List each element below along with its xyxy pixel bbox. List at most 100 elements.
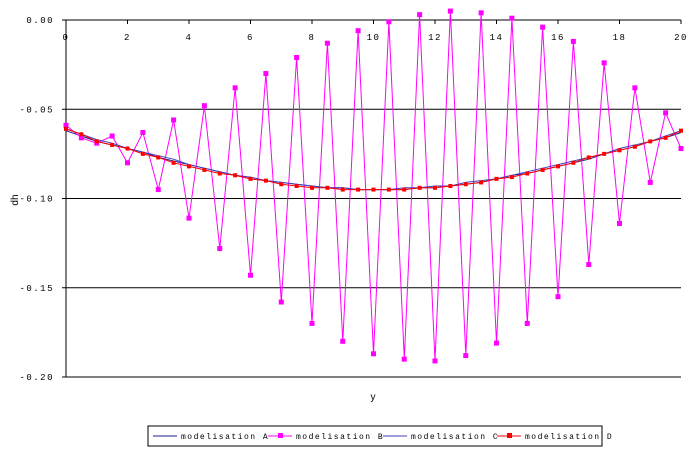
series-2-point-17 — [324, 40, 330, 46]
series-4-point-7 — [171, 160, 176, 165]
series-2-point-31 — [540, 24, 546, 30]
series-2-point-10 — [217, 245, 223, 251]
series-2-point-29 — [509, 15, 515, 21]
series-2-point-19 — [355, 28, 361, 34]
series-4-point-17 — [325, 185, 330, 190]
series-4-point-28 — [494, 176, 499, 181]
series-4-point-32 — [556, 164, 560, 169]
legend-label-2: modelisation B — [296, 433, 384, 442]
series-2-point-6 — [155, 187, 161, 193]
x-tick-label-4: 8 — [309, 33, 316, 43]
series-2-point-38 — [647, 179, 653, 185]
series-4-point-23 — [417, 185, 422, 190]
series-4-point-10 — [217, 171, 222, 176]
series-2-point-1 — [78, 135, 84, 141]
series-2-point-7 — [171, 117, 177, 123]
series-2-point-13 — [263, 71, 269, 77]
series-4-point-9 — [202, 167, 207, 172]
series-4-point-16 — [310, 185, 314, 190]
series-2-point-11 — [232, 85, 238, 91]
series-2-point-24 — [432, 358, 438, 364]
series-4-point-34 — [586, 155, 591, 160]
series-2-point-22 — [401, 356, 407, 362]
x-tick-label-10: 20 — [674, 33, 688, 43]
x-tick-label-0: 0 — [63, 33, 70, 43]
series-4-point-21 — [386, 187, 391, 192]
series-4-point-25 — [448, 184, 453, 189]
y-axis-label: dh — [10, 194, 21, 205]
series-2-point-23 — [417, 12, 423, 18]
series-4-point-33 — [571, 160, 576, 165]
y-tick-label-4: -0.20 — [19, 373, 54, 383]
series-4-point-15 — [294, 184, 299, 189]
series-4-point-5 — [140, 151, 145, 156]
y-tick-label-3: -0.15 — [19, 284, 54, 294]
x-tick-label-7: 14 — [490, 33, 504, 43]
y-tick-label-0: 0.00 — [26, 16, 54, 26]
y-tick-label-2: -0.10 — [19, 195, 54, 205]
axes — [62, 19, 682, 378]
series-4-point-37 — [632, 144, 637, 149]
legend-label-1: modelisation A — [181, 433, 269, 442]
series-4-point-0 — [64, 126, 68, 131]
series-2-point-14 — [278, 299, 284, 305]
series-2-point-5 — [140, 129, 146, 135]
x-axis-label: y — [371, 392, 376, 403]
series-2-point-35 — [601, 60, 607, 66]
series-4-point-31 — [540, 167, 545, 172]
series-4-point-18 — [340, 187, 345, 192]
series-2-point-30 — [524, 320, 530, 326]
series-2-point-0 — [63, 122, 69, 128]
series-2-point-32 — [555, 294, 561, 300]
legend-swatch-marker-2 — [278, 433, 283, 438]
series-2-point-21 — [386, 19, 392, 25]
series-4-point-38 — [648, 139, 653, 144]
series-4-point-35 — [602, 151, 607, 156]
series-2-point-33 — [570, 38, 576, 44]
x-tick-label-2: 4 — [186, 33, 193, 43]
series-2-point-26 — [463, 353, 469, 359]
series-4-point-13 — [263, 178, 268, 183]
y-tick-label-1: -0.05 — [19, 105, 54, 115]
series-4-point-24 — [433, 185, 437, 190]
series-2-point-40 — [678, 146, 684, 152]
series-4-point-12 — [248, 176, 253, 181]
series-4-point-29 — [509, 175, 514, 180]
series-2-point-20 — [371, 351, 376, 357]
x-tick-label-6: 12 — [428, 33, 442, 43]
series-4-point-6 — [156, 155, 161, 160]
series-4-point-8 — [187, 164, 191, 169]
series-4-point-36 — [617, 148, 622, 153]
series-4-point-4 — [125, 146, 130, 151]
series-4 — [64, 126, 683, 192]
legend: modelisation A modelisation B modelisation… — [147, 425, 613, 447]
series-4-point-39 — [663, 135, 668, 140]
x-tick-label-5: 10 — [367, 33, 381, 43]
series-2-point-34 — [586, 262, 592, 268]
series-4-point-22 — [402, 187, 407, 192]
series-2-point-3 — [109, 133, 115, 139]
series-4-point-11 — [233, 173, 238, 178]
series-4-point-2 — [94, 139, 99, 144]
x-tick-label-8: 16 — [551, 33, 565, 43]
series-4-point-3 — [110, 142, 115, 147]
series-4-point-1 — [79, 132, 84, 137]
series-2-point-37 — [632, 85, 638, 91]
series-2-point-4 — [125, 160, 130, 166]
series-2-point-27 — [478, 10, 484, 16]
series-2-point-28 — [494, 340, 499, 346]
series-2-point-8 — [186, 215, 192, 221]
series-4-point-19 — [356, 187, 361, 192]
series-2-point-39 — [663, 110, 669, 116]
series-2 — [63, 8, 684, 364]
legend-label-3: modelisation C — [411, 433, 499, 442]
series-4-point-20 — [371, 187, 376, 192]
x-tick-label-1: 2 — [124, 33, 131, 43]
series-4-point-27 — [479, 180, 484, 185]
legend-label-4: modelisation D — [525, 433, 613, 442]
tick-labels: 0 2 4 6 8 10 12 14 16 18 20 0.00 -0.05 -0.10 -0.15 -0.2… — [19, 16, 688, 383]
series-4-point-14 — [279, 182, 284, 187]
series-2-point-25 — [447, 8, 453, 14]
legend-box — [147, 425, 603, 447]
